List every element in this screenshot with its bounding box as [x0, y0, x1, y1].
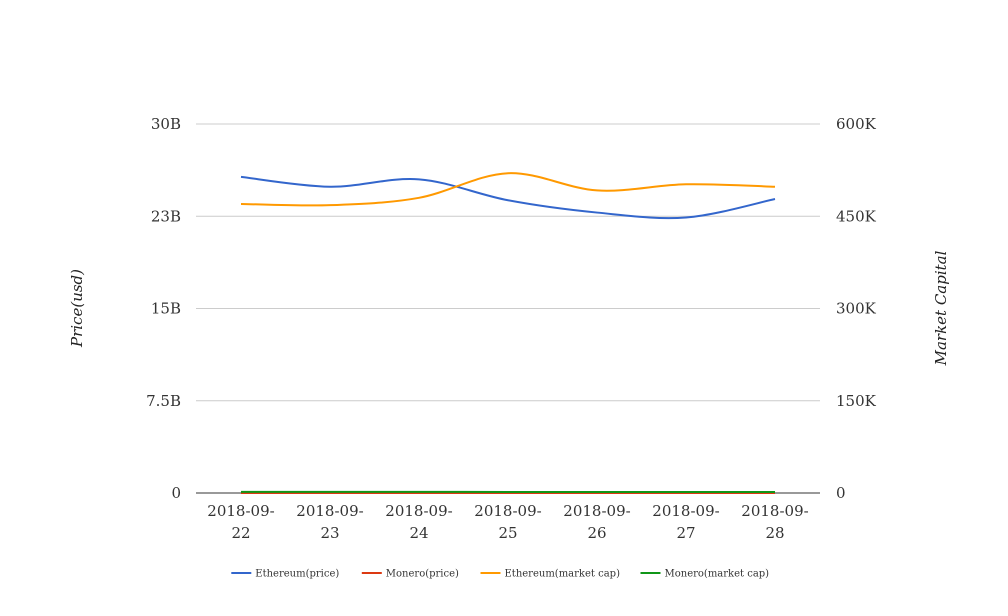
right-axis-ticks: 0 150K 300K 450K 600K — [836, 115, 877, 502]
x-tick-label: 2018-09-26 — [563, 502, 630, 542]
left-tick-label: 7.5B — [146, 392, 181, 410]
left-axis-title: Price(usd) — [68, 269, 86, 348]
legend-label: Monero(market cap) — [665, 569, 770, 580]
left-tick-label: 23B — [151, 207, 181, 225]
right-tick-label: 300K — [836, 300, 877, 318]
x-tick-label: 2018-09-25 — [474, 502, 541, 542]
right-tick-label: 450K — [836, 207, 877, 225]
legend-label: Ethereum(market cap) — [505, 569, 621, 580]
x-axis-ticks: 2018-09-22 2018-09-23 2018-09-24 2018-09-25… — [207, 502, 808, 542]
legend-label: Monero(price) — [386, 569, 459, 580]
left-axis-ticks: 0 7.5B 15B 23B 30B — [146, 115, 181, 502]
right-axis-title: Market Capital — [932, 250, 950, 366]
gridlines — [196, 123, 820, 402]
x-tick-label: 2018-09-27 — [652, 502, 719, 542]
right-tick-label: 0 — [836, 484, 846, 502]
series-line-ethereum-price — [240, 175, 776, 220]
x-tick-label: 2018-09-23 — [296, 502, 363, 542]
legend-item-ethereum-price[interactable]: Ethereum(price) — [231, 569, 339, 580]
legend-item-ethereum-market-cap[interactable]: Ethereum(market cap) — [480, 569, 621, 580]
series-line-ethereum-market-cap — [240, 172, 776, 207]
legend[interactable]: Ethereum(price) Monero(price) Ethereum(mar… — [231, 569, 769, 580]
legend-item-monero-market-cap[interactable]: Monero(market cap) — [640, 569, 770, 580]
x-tick-label: 2018-09-28 — [741, 502, 808, 542]
right-tick-label: 150K — [836, 392, 877, 410]
right-tick-label: 600K — [836, 115, 877, 133]
left-tick-label: 15B — [151, 300, 181, 318]
left-tick-label: 0 — [171, 484, 181, 502]
series-lines — [240, 172, 776, 495]
legend-item-monero-price[interactable]: Monero(price) — [361, 569, 459, 580]
x-tick-label: 2018-09-24 — [385, 502, 452, 542]
x-tick-label: 2018-09-22 — [207, 502, 274, 542]
left-tick-label: 30B — [151, 115, 181, 133]
legend-label: Ethereum(price) — [255, 569, 339, 580]
